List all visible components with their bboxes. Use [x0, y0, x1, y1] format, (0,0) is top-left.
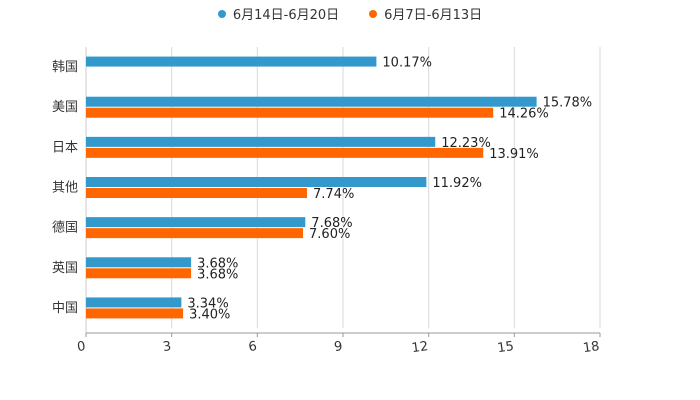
legend-item-series-1[interactable]: 6月14日-6月20日: [217, 4, 340, 23]
bar-series-2[interactable]: [86, 308, 184, 319]
x-tick-label: 9: [333, 339, 343, 355]
bar-series-1[interactable]: [86, 136, 436, 147]
bar-series-1[interactable]: [86, 177, 427, 187]
x-tick-label: 18: [582, 339, 600, 356]
legend-marker-series-2: [369, 9, 378, 18]
legend-marker-series-1: [217, 9, 226, 18]
bar-series-1[interactable]: [86, 96, 537, 107]
bar-series-2[interactable]: [86, 268, 192, 279]
data-label: 10.17%: [382, 56, 432, 71]
data-label: 7.74%: [313, 187, 354, 202]
legend-label-series-2: 6月7日-6月13日: [384, 8, 483, 23]
x-tick-label: 15: [496, 339, 514, 356]
bar-series-2[interactable]: [86, 228, 304, 239]
y-tick-label: 日本: [52, 140, 78, 155]
data-label: 14.26%: [499, 107, 549, 122]
data-label: 12.23%: [441, 136, 491, 151]
x-tick-label: 0: [76, 339, 86, 355]
data-label: 3.68%: [197, 267, 238, 282]
legend: 6月14日-6月20日 6月7日-6月13日: [0, 4, 700, 23]
bar-series-1[interactable]: [86, 257, 192, 268]
x-tick-label: 3: [162, 339, 172, 355]
data-label: 13.91%: [489, 147, 539, 162]
data-label: 3.68%: [197, 256, 238, 271]
data-label: 11.92%: [432, 176, 482, 191]
y-tick-label: 韩国: [52, 60, 78, 75]
bar-series-1[interactable]: [86, 217, 306, 228]
data-label: 3.34%: [187, 296, 228, 311]
bar-series-2[interactable]: [86, 147, 484, 158]
x-tick-label: 12: [411, 339, 429, 356]
data-label: 15.78%: [543, 96, 593, 111]
data-label: 3.40%: [189, 307, 230, 322]
legend-item-series-2[interactable]: 6月7日-6月13日: [369, 4, 482, 23]
y-tick-label: 英国: [52, 261, 78, 276]
data-label: 7.68%: [311, 216, 352, 231]
bar-series-2[interactable]: [86, 188, 308, 198]
legend-label-series-1: 6月14日-6月20日: [232, 8, 340, 23]
y-tick-label: 其他: [52, 181, 78, 196]
y-tick-label: 美国: [52, 100, 78, 115]
y-tick-label: 中国: [52, 301, 78, 316]
bar-series-1[interactable]: [86, 297, 182, 308]
x-tick-label: 6: [248, 339, 258, 355]
y-tick-label: 德国: [52, 221, 78, 236]
bar-series-1[interactable]: [86, 56, 377, 67]
bar-series-2[interactable]: [86, 107, 494, 118]
data-label: 7.60%: [309, 227, 350, 242]
